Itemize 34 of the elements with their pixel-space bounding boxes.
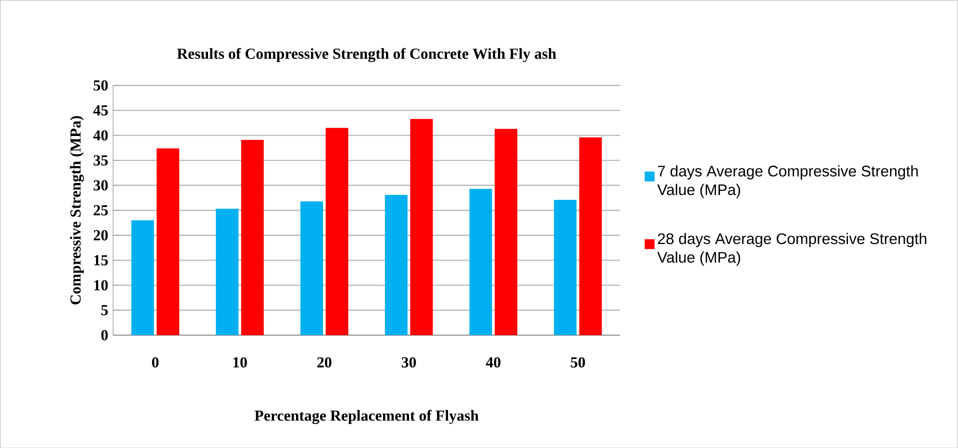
y-tick-label: 40 xyxy=(93,130,108,140)
bar xyxy=(241,140,264,336)
x-tick-label: 20 xyxy=(317,357,332,368)
y-tick-label: 50 xyxy=(94,80,108,90)
x-tick-label: 10 xyxy=(233,357,247,368)
legend-label: 28 days Average Compressive Strength Value (MPa) xyxy=(657,232,926,266)
y-tick-label: 30 xyxy=(94,180,108,190)
x-tick-label: 0 xyxy=(152,357,159,368)
x-tick-label: 40 xyxy=(486,357,500,368)
y-tick-label: 20 xyxy=(94,230,108,240)
bar xyxy=(579,137,602,336)
bar xyxy=(156,148,180,336)
bar xyxy=(384,194,408,336)
bar xyxy=(216,208,238,336)
y-tick-label: 45 xyxy=(93,105,108,116)
y-tick-label: 35 xyxy=(94,155,108,166)
y-tick-label: 15 xyxy=(94,255,108,266)
x-axis-title: Percentage Replacement of Flyash xyxy=(254,410,479,424)
y-tick-label: 25 xyxy=(94,205,108,216)
y-tick-label: 5 xyxy=(101,305,108,316)
x-tick-label: 50 xyxy=(570,357,585,368)
bar xyxy=(469,188,492,336)
bar xyxy=(494,128,518,336)
bar xyxy=(300,201,324,336)
legend-label: 7 days Average Compressive Strength Value (MPa) xyxy=(657,165,918,198)
chart-title: Results of Compressive Strength of Concrete With Fly ash xyxy=(177,48,556,62)
bar xyxy=(326,128,348,336)
bar xyxy=(131,220,154,336)
bar xyxy=(410,118,433,336)
x-tick-label: 30 xyxy=(402,357,416,368)
bar xyxy=(554,200,577,336)
y-tick-label: 10 xyxy=(94,280,108,290)
y-axis-title: Compressive Strength (MPa) xyxy=(70,116,84,304)
y-tick-label: 0 xyxy=(101,330,108,340)
